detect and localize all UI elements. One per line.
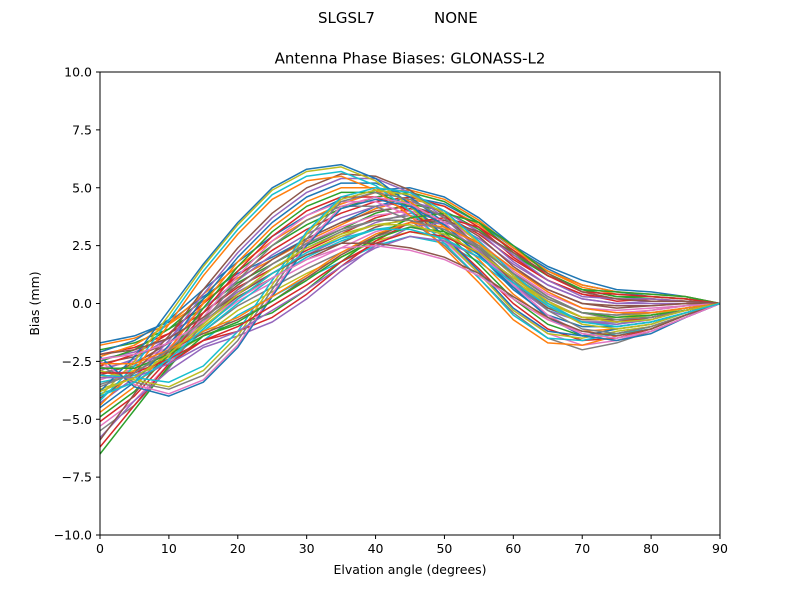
x-tick-label: 40 <box>368 541 384 556</box>
y-tick-label: 5.0 <box>72 180 92 195</box>
series-line-42 <box>100 221 721 365</box>
x-tick-label: 30 <box>299 541 315 556</box>
series-line-49 <box>99 224 721 393</box>
radome-label: NONE <box>434 9 478 27</box>
y-tick-label: 0.0 <box>72 296 92 311</box>
x-tick-label: 50 <box>436 541 452 556</box>
y-tick-label: −5.0 <box>62 412 92 427</box>
series-lines <box>99 163 721 455</box>
series-line-45 <box>100 235 721 379</box>
series-line-48 <box>99 219 721 388</box>
series-line-47 <box>99 244 721 360</box>
y-tick-label: 2.5 <box>72 238 92 253</box>
y-tick-label: −7.5 <box>62 470 92 485</box>
x-axis-label: Elvation angle (degrees) <box>333 562 486 577</box>
series-line-50 <box>99 228 721 397</box>
series-line-38 <box>99 191 721 390</box>
series-line-39 <box>99 189 721 388</box>
x-tick-label: 90 <box>712 541 728 556</box>
x-tick-label: 80 <box>643 541 659 556</box>
station-label: SLGSL7 <box>318 9 375 27</box>
chart-title: Antenna Phase Biases: GLONASS-L2 <box>275 50 546 68</box>
x-tick-label: 20 <box>230 541 246 556</box>
x-tick-label: 0 <box>96 541 104 556</box>
y-tick-label: 10.0 <box>64 65 92 80</box>
x-axis-ticks: 0 10 20 30 40 50 60 70 80 90 <box>96 535 728 556</box>
y-axis-ticks: −10.0 −7.5 −5.0 −2.5 0.0 2.5 5.0 7.5 10.0 <box>54 65 100 543</box>
x-tick-label: 60 <box>505 541 521 556</box>
series-line-41 <box>99 198 721 397</box>
series-line-46 <box>99 242 721 356</box>
series-line-43 <box>100 226 721 370</box>
y-tick-label: −10.0 <box>54 528 92 543</box>
x-tick-label: 70 <box>574 541 590 556</box>
y-tick-label: 7.5 <box>72 122 92 137</box>
x-tick-label: 10 <box>161 541 177 556</box>
y-tick-label: −2.5 <box>62 354 92 369</box>
y-axis-label: Bias (mm) <box>27 271 42 335</box>
